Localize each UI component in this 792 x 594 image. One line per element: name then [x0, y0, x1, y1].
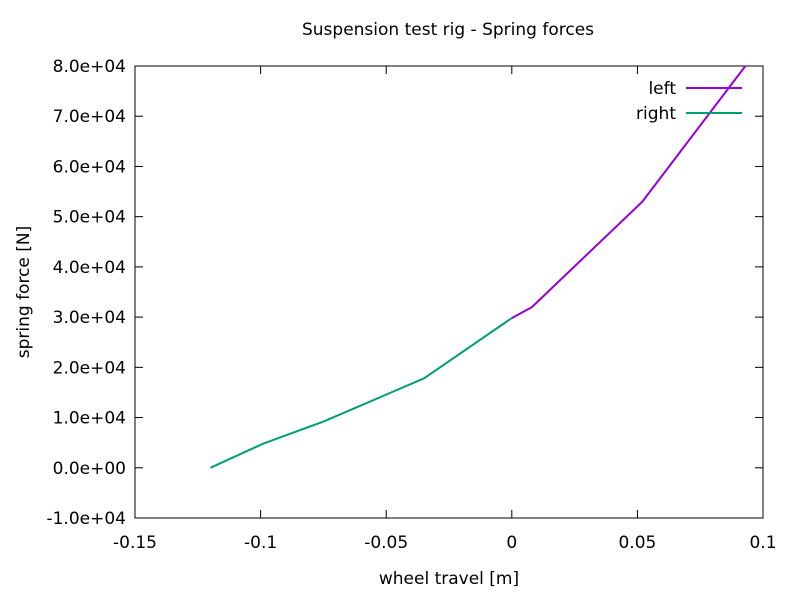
y-tick-label: 0.0e+00 — [53, 459, 126, 479]
y-tick-label: 1.0e+04 — [53, 409, 126, 429]
x-tick-label: 0 — [506, 533, 517, 553]
y-tick-label: 5.0e+04 — [53, 208, 126, 228]
x-axis-label: wheel travel [m] — [379, 569, 519, 589]
y-tick-label: 2.0e+04 — [53, 358, 126, 378]
legend-label-right: right — [636, 104, 676, 124]
x-axis: -0.15 -0.1 -0.05 0 0.05 0.1 — [113, 66, 777, 553]
y-axis-label: spring force [N] — [14, 226, 34, 359]
legend: left right — [636, 79, 742, 124]
plot-frame — [134, 65, 764, 519]
x-tick-label: 0.1 — [749, 533, 776, 553]
y-tick-label: 4.0e+04 — [53, 258, 126, 278]
series-line-left — [511, 65, 747, 319]
y-tick-label: 6.0e+04 — [53, 157, 126, 177]
legend-label-left: left — [648, 79, 676, 99]
x-tick-label: -0.05 — [364, 533, 408, 553]
series-line-right — [209, 317, 513, 469]
x-tick-label: -0.15 — [113, 533, 157, 553]
x-tick-label: -0.1 — [244, 533, 277, 553]
y-tick-label: 8.0e+04 — [53, 57, 126, 77]
y-tick-label: -1.0e+04 — [46, 509, 126, 529]
y-tick-label: 7.0e+04 — [53, 107, 126, 127]
series-layer — [209, 65, 747, 469]
x-tick-label: 0.05 — [618, 533, 656, 553]
chart-title: Suspension test rig - Spring forces — [302, 20, 594, 40]
y-axis: -1.0e+04 0.0e+00 1.0e+04 2.0e+04 3.0e+04 4.0e… — [46, 57, 763, 529]
y-tick-label: 3.0e+04 — [53, 308, 126, 328]
